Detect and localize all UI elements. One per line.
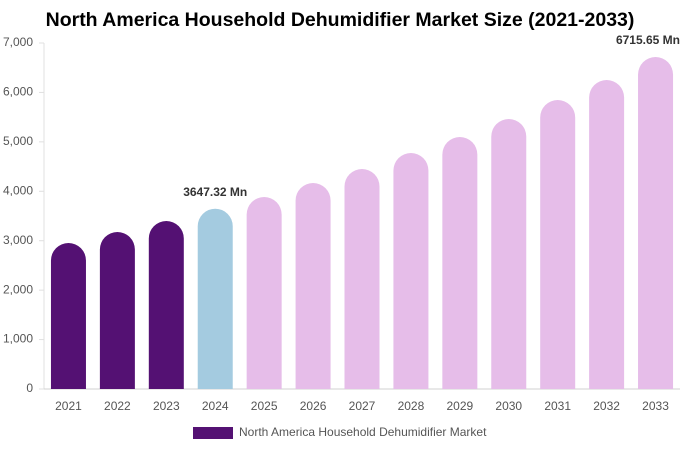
- chart-title: North America Household Dehumidifier Mar…: [46, 9, 635, 31]
- bar: [540, 99, 576, 389]
- bar: [491, 119, 527, 389]
- x-tick-label: 2023: [153, 399, 180, 413]
- x-tick-label: 2033: [642, 399, 669, 413]
- y-tick-label: 5,000: [3, 134, 33, 148]
- x-tick-label: 2024: [202, 399, 229, 413]
- x-tick-label: 2021: [55, 399, 82, 413]
- bar: [638, 57, 674, 389]
- y-tick-label: 4,000: [3, 183, 33, 197]
- y-tick-label: 6,000: [3, 85, 33, 99]
- legend-label: North America Household Dehumidifier Mar…: [239, 425, 487, 439]
- bar: [246, 197, 282, 389]
- bar: [148, 220, 184, 389]
- x-tick-label: 2032: [593, 399, 620, 413]
- x-tick-label: 2031: [544, 399, 571, 413]
- bar: [99, 232, 135, 389]
- bar: [295, 182, 331, 389]
- value-label: 3647.32 Mn: [183, 185, 247, 199]
- y-tick-label: 1,000: [3, 332, 33, 346]
- x-tick-label: 2025: [251, 399, 278, 413]
- y-tick-label: 3,000: [3, 233, 33, 247]
- x-tick-label: 2027: [349, 399, 376, 413]
- x-tick-label: 2030: [495, 399, 522, 413]
- bar: [197, 208, 233, 389]
- bar: [50, 242, 86, 389]
- x-tick-label: 2026: [300, 399, 327, 413]
- legend-swatch: [193, 427, 233, 439]
- y-tick-label: 0: [26, 381, 33, 395]
- x-tick-label: 2029: [446, 399, 473, 413]
- y-tick-label: 2,000: [3, 282, 33, 296]
- bar: [589, 80, 625, 389]
- y-tick-label: 7,000: [3, 35, 33, 49]
- bar: [442, 137, 478, 389]
- bar: [344, 168, 380, 389]
- x-tick-label: 2022: [104, 399, 131, 413]
- x-tick-label: 2028: [398, 399, 425, 413]
- bar: [393, 153, 429, 389]
- value-label: 6715.65 Mn: [616, 33, 680, 47]
